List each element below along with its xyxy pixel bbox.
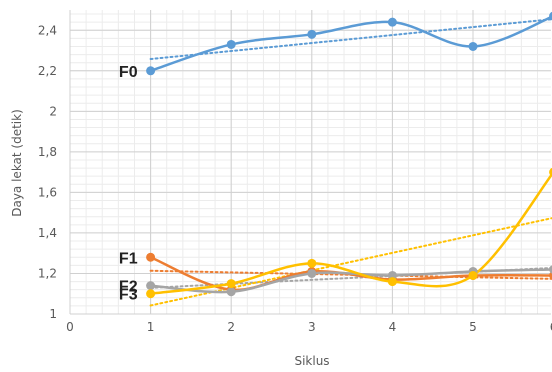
data-point-f0 (549, 11, 552, 21)
data-point-f0 (146, 66, 156, 76)
series-label-f2: F2 (119, 279, 138, 296)
x-tick-label: 6 (550, 320, 552, 334)
x-tick-labels: 0 1 2 3 4 5 6 (66, 320, 552, 334)
data-point-f2 (549, 265, 552, 274)
series-label-f0: F0 (119, 64, 138, 81)
data-point-f2 (146, 281, 156, 291)
data-point-f1 (549, 271, 552, 280)
y-tick-label: 1,8 (38, 145, 57, 159)
trendline-f3 (149, 217, 552, 307)
data-point-f0 (468, 41, 478, 51)
x-tick-label: 1 (147, 320, 155, 334)
x-tick-label: 3 (308, 320, 316, 334)
y-tick-label: 1 (49, 307, 57, 321)
x-tick-label: 5 (469, 320, 477, 334)
y-tick-label: 1,6 (38, 185, 57, 199)
series-line-f0 (150, 15, 552, 72)
data-point-f1 (146, 252, 156, 262)
y-tick-label: 1,4 (38, 226, 57, 240)
y-axis-title: Daya lekat (detik) (10, 109, 24, 217)
data-point-f3 (226, 279, 236, 289)
data-point-f3 (549, 167, 552, 177)
data-point-f3 (387, 277, 397, 287)
y-tick-label: 1,2 (38, 266, 57, 280)
trendlines (149, 18, 552, 307)
data-point-f3 (468, 270, 478, 280)
x-tick-label: 4 (389, 320, 397, 334)
major-gridlines (69, 10, 551, 315)
x-axis-title: Siklus (294, 354, 329, 368)
data-point-f3 (307, 258, 317, 268)
series-label-f1: F1 (119, 250, 138, 267)
data-point-f2 (226, 287, 236, 297)
data-point-f0 (387, 17, 397, 27)
data-point-f2 (307, 268, 317, 278)
series-lines (150, 15, 552, 295)
x-tick-label: 2 (227, 320, 235, 334)
y-tick-label: 2,4 (38, 23, 57, 37)
data-point-f3 (146, 289, 156, 299)
y-tick-labels: 1 1,2 1,4 1,6 1,8 2 2,2 2,4 (38, 23, 57, 321)
data-point-f0 (307, 29, 317, 39)
series-label-f3: F3 (119, 287, 138, 304)
series-line-f3 (150, 172, 552, 295)
trendline-f0 (149, 18, 552, 61)
x-tick-label: 0 (66, 320, 74, 334)
series-markers (146, 11, 552, 299)
data-point-f0 (226, 39, 236, 49)
y-tick-label: 2,2 (38, 64, 57, 78)
y-tick-label: 2 (49, 104, 57, 118)
